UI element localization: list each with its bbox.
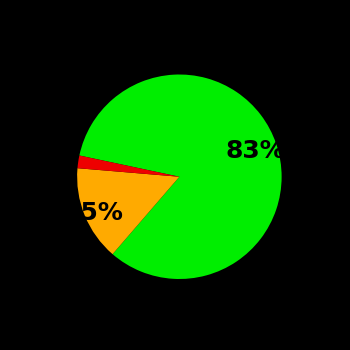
Wedge shape <box>79 75 282 279</box>
Wedge shape <box>77 155 179 177</box>
Text: 83%: 83% <box>225 139 285 163</box>
Wedge shape <box>77 168 179 254</box>
Text: 15%: 15% <box>63 201 123 225</box>
